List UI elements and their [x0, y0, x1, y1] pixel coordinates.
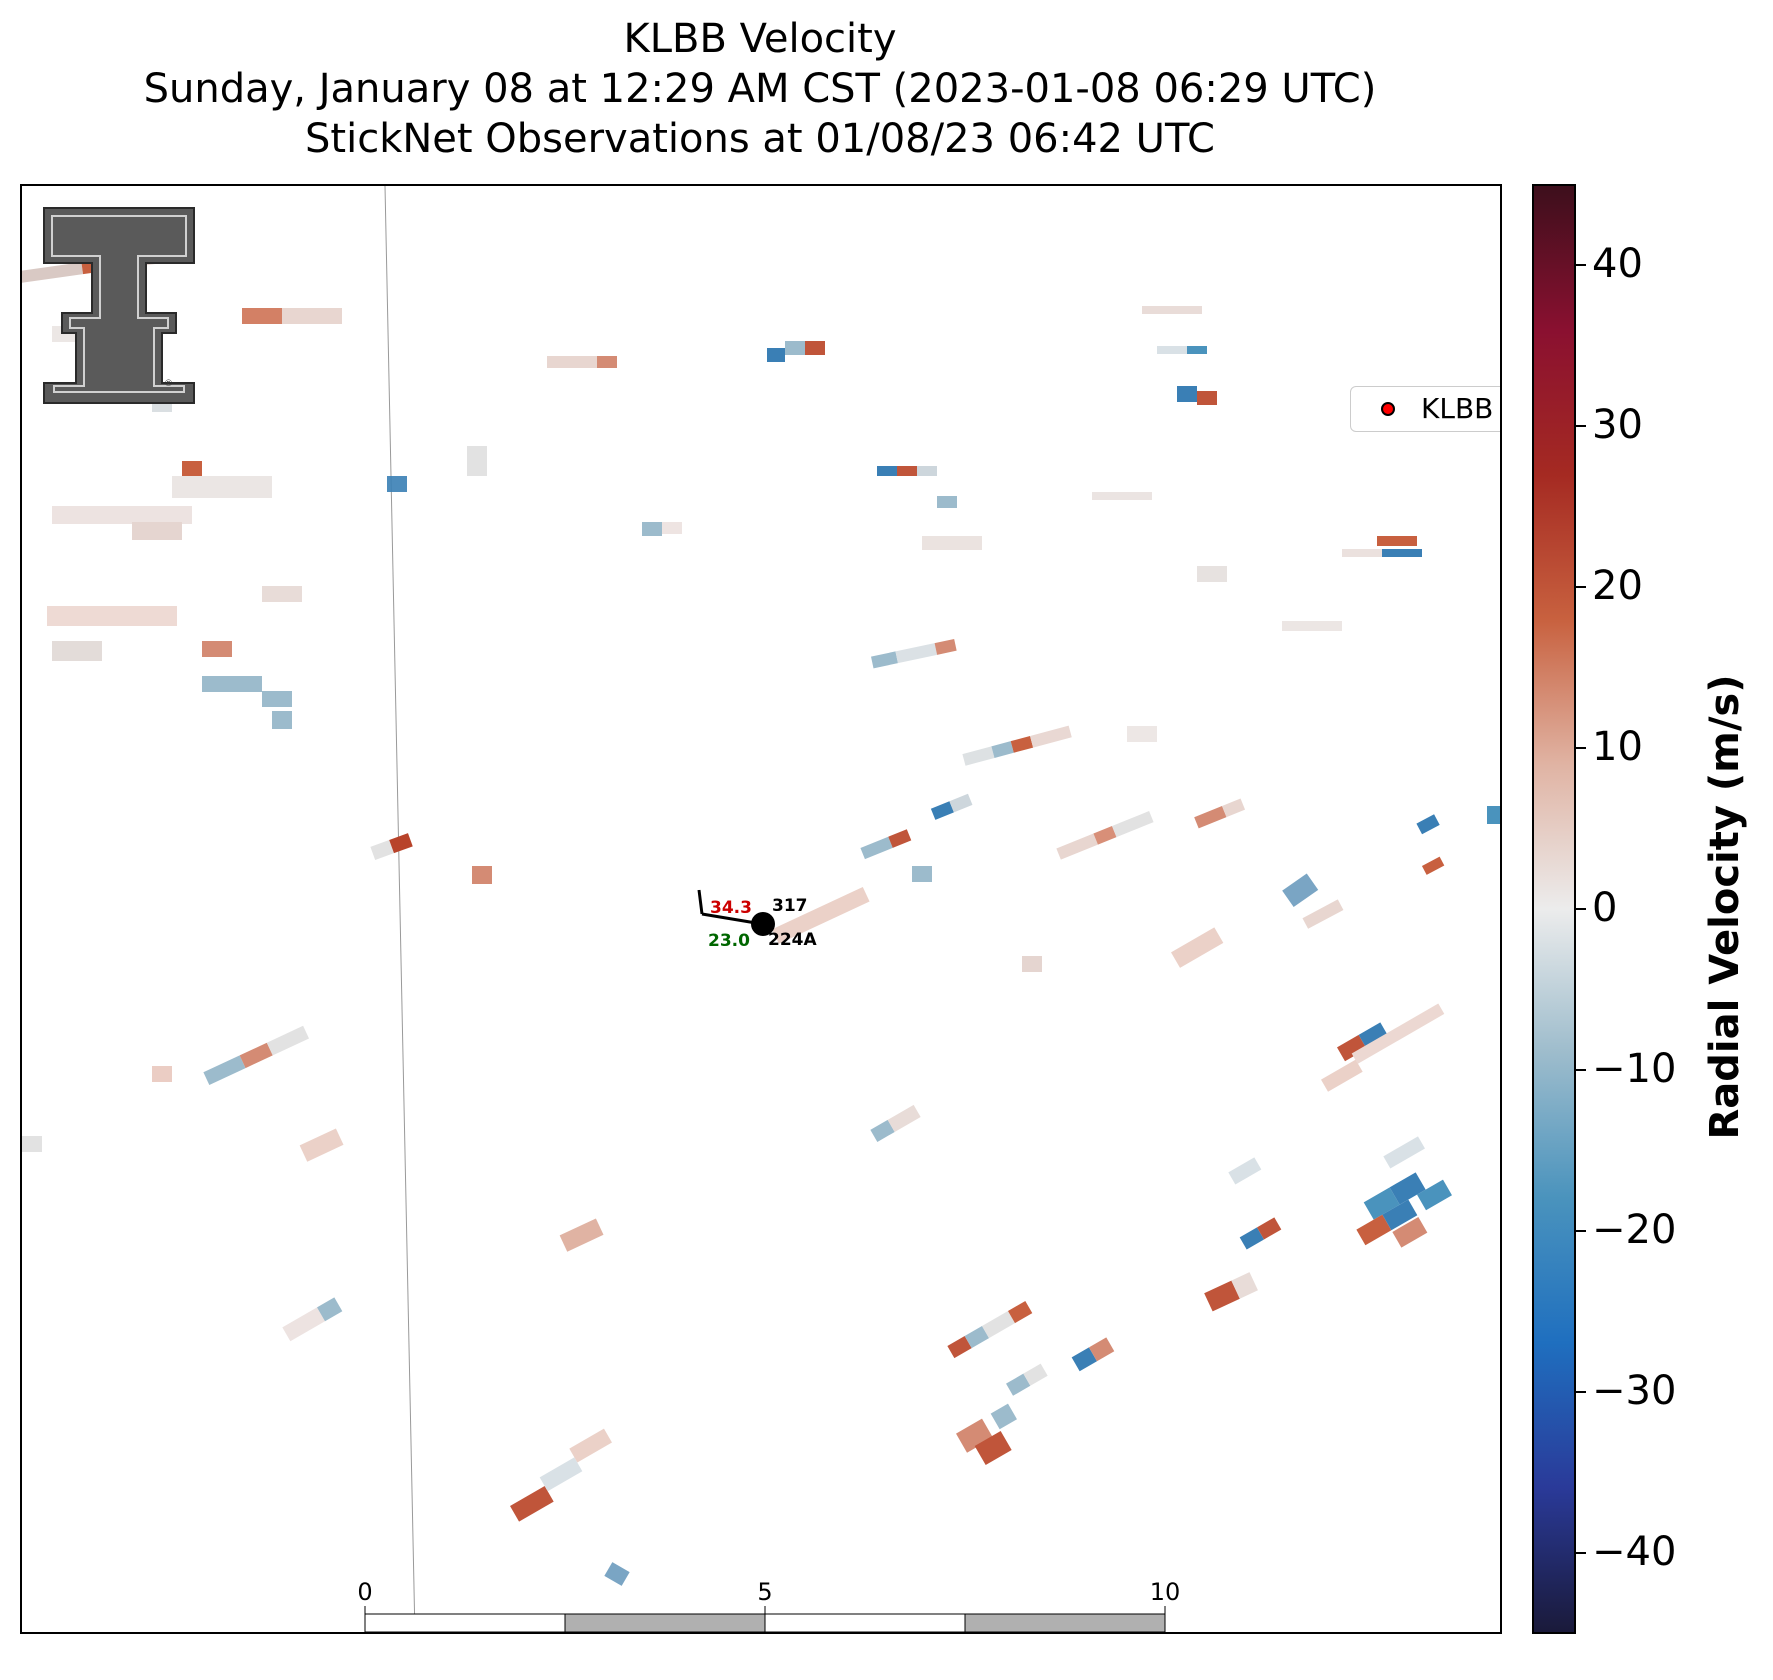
- colorbar-title: Radial Velocity (m/s): [1702, 674, 1748, 1140]
- title-sticknet-time: StickNet Observations at 01/08/23 06:42 …: [305, 116, 1215, 162]
- scale-label-5: 5: [757, 1578, 772, 1606]
- county-boundary-line: [384, 186, 416, 1632]
- colorbar-tick-label: −10: [1592, 1046, 1677, 1093]
- colorbar-tick-label: −20: [1592, 1207, 1677, 1254]
- station-temperature: 34.3: [710, 898, 752, 918]
- radar-map-panel[interactable]: ® 0 5 10 km 34.3 23.0 317 224A: [20, 184, 1502, 1634]
- colorbar-tick-mark: [1576, 1391, 1586, 1394]
- texas-tech-double-t-logo: ®: [43, 207, 195, 404]
- colorbar-tick-mark: [1576, 746, 1586, 749]
- colorbar-tick-mark: [1576, 908, 1586, 910]
- colorbar-tick-label: 40: [1592, 240, 1643, 287]
- colorbar-tick-mark: [1576, 1069, 1586, 1072]
- svg-text:®: ®: [164, 379, 173, 389]
- station-id: 224A: [768, 930, 817, 950]
- radar-site-marker-icon: [1381, 402, 1395, 416]
- colorbar-tick-mark: [1576, 1230, 1586, 1233]
- velocity-gates: [22, 251, 1500, 1586]
- colorbar-tick-label: 20: [1592, 562, 1643, 609]
- sticknet-station-plot: [697, 889, 775, 936]
- colorbar-tick-label: −30: [1592, 1368, 1677, 1415]
- colorbar-tick-mark: [1576, 424, 1586, 427]
- radar-velocity-map: ® 0 5 10 km 34.3 23.0 317 224A: [22, 186, 1500, 1632]
- title-scan-time: Sunday, January 08 at 12:29 AM CST (2023…: [143, 66, 1377, 112]
- scale-label-0: 0: [357, 1578, 372, 1606]
- colorbar-tick-label: 10: [1592, 723, 1643, 770]
- colorbar-tick-mark: [1576, 1552, 1586, 1555]
- colorbar-tick-mark: [1576, 263, 1586, 266]
- station-dewpoint: 23.0: [708, 931, 750, 951]
- title-radar-product: KLBB Velocity: [623, 16, 897, 62]
- colorbar-tick-mark: [1576, 585, 1586, 588]
- colorbar-tick-label: −40: [1592, 1529, 1677, 1576]
- velocity-colorbar: [1532, 184, 1576, 1634]
- scale-bar: 0 5 10 km: [357, 1578, 1181, 1632]
- legend-label: KLBB: [1421, 392, 1494, 425]
- colorbar-tick-label: 30: [1592, 401, 1643, 448]
- station-pressure: 317: [772, 896, 808, 916]
- colorbar-tick-label: 0: [1592, 885, 1618, 931]
- map-legend: KLBB: [1350, 386, 1500, 432]
- scale-label-10: 10: [1150, 1578, 1181, 1606]
